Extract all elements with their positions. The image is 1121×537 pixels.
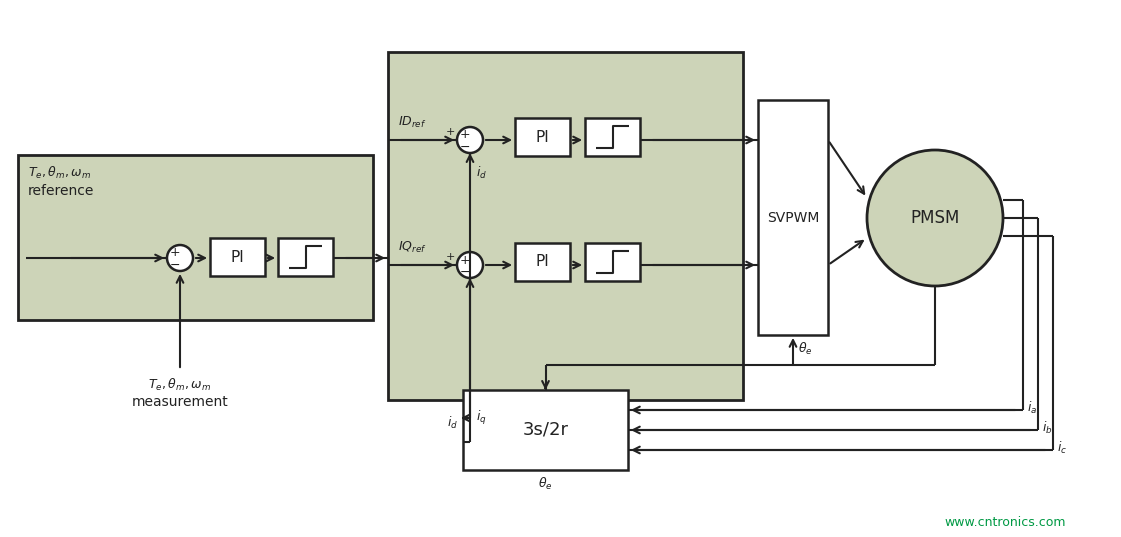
Text: www.cntronics.com: www.cntronics.com: [945, 516, 1066, 528]
Text: SVPWM: SVPWM: [767, 211, 819, 224]
Bar: [585, 118, 640, 156]
Text: PI: PI: [231, 250, 244, 265]
Text: $T_e, \theta_m, \omega_m$: $T_e, \theta_m, \omega_m$: [148, 377, 212, 393]
Circle shape: [867, 150, 1003, 286]
Bar: [463, 390, 628, 470]
Text: −: −: [460, 265, 470, 279]
Text: PMSM: PMSM: [910, 209, 960, 227]
Circle shape: [457, 127, 483, 153]
Text: $i_q$: $i_q$: [476, 409, 487, 427]
Bar: [515, 118, 569, 156]
Text: $IQ_{ref}$: $IQ_{ref}$: [398, 240, 427, 255]
Bar: [388, 52, 743, 400]
Text: $i_b$: $i_b$: [1043, 420, 1053, 436]
Text: +: +: [460, 128, 471, 142]
Text: $\theta_e$: $\theta_e$: [538, 476, 553, 492]
Text: $i_d$: $i_d$: [476, 165, 487, 181]
Bar: [210, 238, 265, 276]
Circle shape: [167, 245, 193, 271]
Text: PI: PI: [536, 129, 549, 144]
Text: reference: reference: [28, 184, 94, 198]
Text: PI: PI: [536, 255, 549, 270]
Bar: [515, 243, 569, 281]
Bar: [758, 100, 828, 335]
Text: +: +: [460, 253, 471, 266]
Text: 3s/2r: 3s/2r: [522, 421, 568, 439]
Text: −: −: [460, 141, 470, 154]
Text: +: +: [169, 246, 180, 259]
Text: $T_e, \theta_m, \omega_m$: $T_e, \theta_m, \omega_m$: [28, 165, 91, 181]
Text: measurement: measurement: [131, 395, 229, 409]
Bar: [585, 243, 640, 281]
Text: $i_a$: $i_a$: [1027, 400, 1037, 416]
Bar: [18, 155, 373, 320]
Bar: [278, 238, 333, 276]
Text: $i_d$: $i_d$: [447, 415, 458, 431]
Text: $\theta_e$: $\theta_e$: [798, 341, 813, 357]
Text: −: −: [169, 258, 180, 272]
Text: $i_c$: $i_c$: [1057, 440, 1067, 456]
Text: $ID_{ref}$: $ID_{ref}$: [398, 114, 426, 129]
Text: +: +: [446, 127, 455, 137]
Circle shape: [457, 252, 483, 278]
Text: +: +: [446, 252, 455, 262]
